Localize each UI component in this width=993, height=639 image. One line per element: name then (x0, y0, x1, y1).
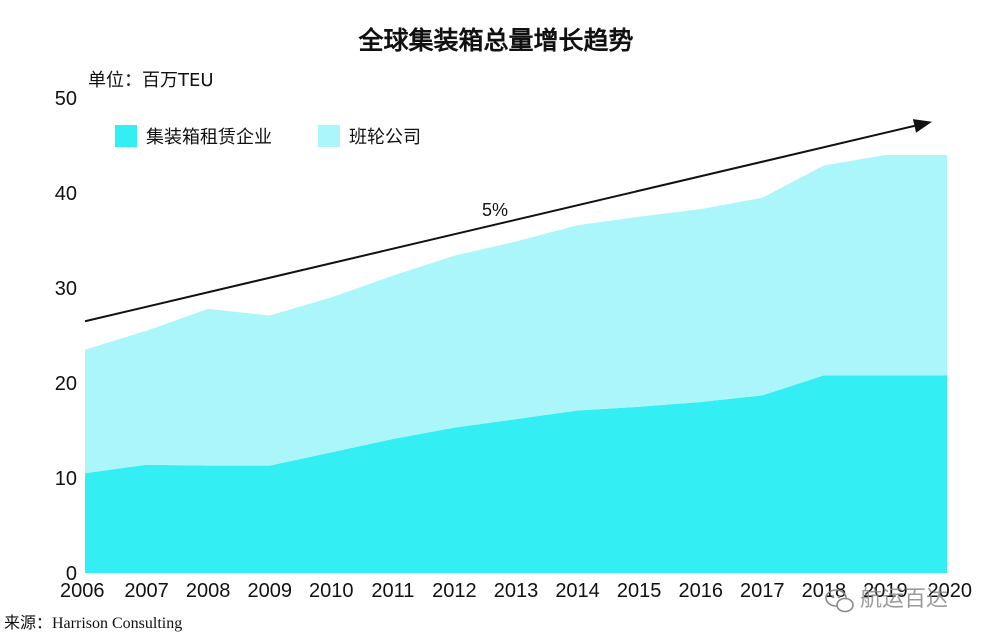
area-series-1 (85, 155, 947, 474)
trend-arrow (84, 124, 915, 323)
x-tick-label: 2011 (371, 580, 414, 602)
y-tick-label: 40 (55, 183, 77, 205)
legend-label-liner: 班轮公司 (349, 127, 421, 148)
watermark: 航运百达 (825, 587, 948, 613)
x-tick-label: 2012 (432, 580, 477, 602)
y-axis-ticks: 0 10 20 30 40 50 (55, 88, 77, 585)
x-tick-label: 2016 (678, 580, 723, 602)
y-tick-label: 20 (55, 373, 77, 395)
legend-label-leasing: 集装箱租赁企业 (146, 127, 272, 148)
x-tick-label: 2007 (124, 580, 169, 602)
source-note: 来源：Harrison Consulting (4, 614, 182, 632)
y-tick-label: 50 (55, 88, 77, 110)
x-tick-label: 2010 (309, 580, 354, 602)
x-tick-label: 2019 (863, 580, 908, 602)
x-tick-label: 2006 (60, 580, 105, 602)
y-tick-label: 10 (55, 468, 77, 490)
wechat-icon (825, 589, 854, 613)
legend-swatch-liner (318, 125, 340, 147)
growth-rate-annotation: 5% (482, 200, 508, 220)
legend: 集装箱租赁企业 班轮公司 (115, 125, 421, 148)
trend-arrow-group: 5% (84, 119, 932, 323)
trend-arrowhead (912, 119, 932, 133)
unit-label: 单位：百万TEU (88, 70, 214, 91)
x-axis-ticks: 2006 2007 2008 2009 2010 2011 2012 2013 2014 2015… (60, 580, 972, 602)
x-tick-label: 2017 (740, 580, 785, 602)
x-tick-label: 2014 (555, 580, 600, 602)
y-tick-label: 0 (66, 563, 77, 585)
area-series-0 (85, 375, 947, 573)
watermark-text: 航运百达 (860, 587, 948, 612)
areas-group (85, 155, 947, 573)
chart-title: 全球集装箱总量增长趋势 (357, 26, 633, 55)
legend-swatch-leasing (115, 125, 137, 147)
x-tick-label: 2015 (617, 580, 662, 602)
x-tick-label: 2020 (928, 580, 973, 602)
x-tick-label: 2009 (247, 580, 292, 602)
y-tick-label: 30 (55, 278, 77, 300)
x-tick-label: 2018 (802, 580, 847, 602)
x-tick-label: 2008 (186, 580, 231, 602)
x-tick-label: 2013 (494, 580, 539, 602)
